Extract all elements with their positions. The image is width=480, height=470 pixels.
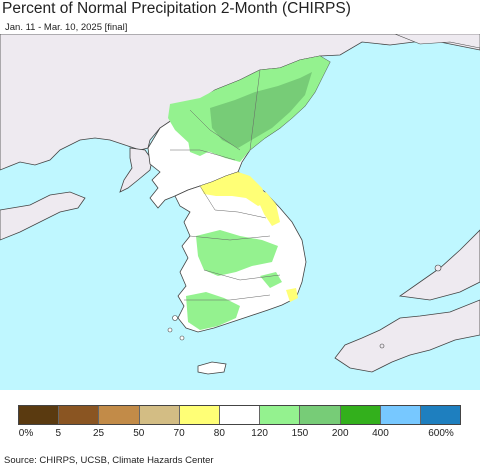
legend-swatch bbox=[420, 406, 461, 424]
sk-green-patch bbox=[260, 272, 282, 288]
sk-yellow-dmz bbox=[200, 172, 268, 206]
legend-tick-label: 80 bbox=[213, 428, 225, 439]
jeju-island bbox=[197, 361, 227, 375]
island bbox=[167, 327, 173, 333]
nk-green-200 bbox=[210, 72, 312, 148]
legend-swatch bbox=[219, 406, 261, 424]
legend-color-bar bbox=[18, 405, 461, 425]
island bbox=[434, 264, 442, 272]
map-area bbox=[0, 34, 480, 390]
map-subtitle: Jan. 11 - Mar. 10, 2025 [final] bbox=[5, 22, 128, 33]
source-credit: Source: CHIRPS, UCSB, Climate Hazards Ce… bbox=[4, 455, 214, 466]
legend-tick-label: 50 bbox=[133, 428, 145, 439]
japan-northwest-coast bbox=[398, 229, 480, 301]
legend-swatch bbox=[19, 406, 60, 424]
japan bbox=[334, 299, 480, 373]
legend-swatch bbox=[99, 406, 140, 424]
legend-swatch bbox=[139, 406, 180, 424]
sk-yellow-southeast bbox=[286, 288, 298, 302]
legend-swatch bbox=[380, 406, 421, 424]
island bbox=[379, 343, 385, 349]
legend-tick-label: 200 bbox=[331, 428, 349, 439]
legend-tick-label: 25 bbox=[92, 428, 105, 439]
russia-coast bbox=[394, 34, 480, 49]
legend-tick-label: 70 bbox=[173, 428, 185, 439]
province-lines bbox=[170, 69, 281, 301]
sk-green-southwest bbox=[186, 292, 240, 330]
legend-tick-label: 5 bbox=[55, 428, 62, 439]
legend-swatch bbox=[260, 406, 301, 424]
precipitation-map bbox=[0, 34, 480, 390]
legend-swatch bbox=[340, 406, 381, 424]
legend-swatch bbox=[300, 406, 341, 424]
sk-green-central bbox=[196, 230, 278, 276]
legend-tick-label: 600% bbox=[428, 428, 454, 439]
legend-tick-label: 400 bbox=[372, 428, 389, 439]
map-title: Percent of Normal Precipitation 2-Month … bbox=[2, 0, 351, 17]
legend-tick-label: 0% bbox=[18, 428, 34, 439]
island bbox=[172, 315, 178, 321]
sk-yellow-east bbox=[256, 192, 280, 226]
legend-swatch bbox=[59, 406, 100, 424]
legend-swatch bbox=[179, 406, 220, 424]
legend-tick-label: 120 bbox=[251, 428, 268, 439]
shandong-peninsula bbox=[0, 191, 86, 241]
legend-tick-label: 150 bbox=[291, 428, 309, 439]
legend-tick-labels: 0% 5 25 50 70 80 120 150 200 400 600% bbox=[0, 428, 480, 442]
island bbox=[179, 335, 185, 341]
